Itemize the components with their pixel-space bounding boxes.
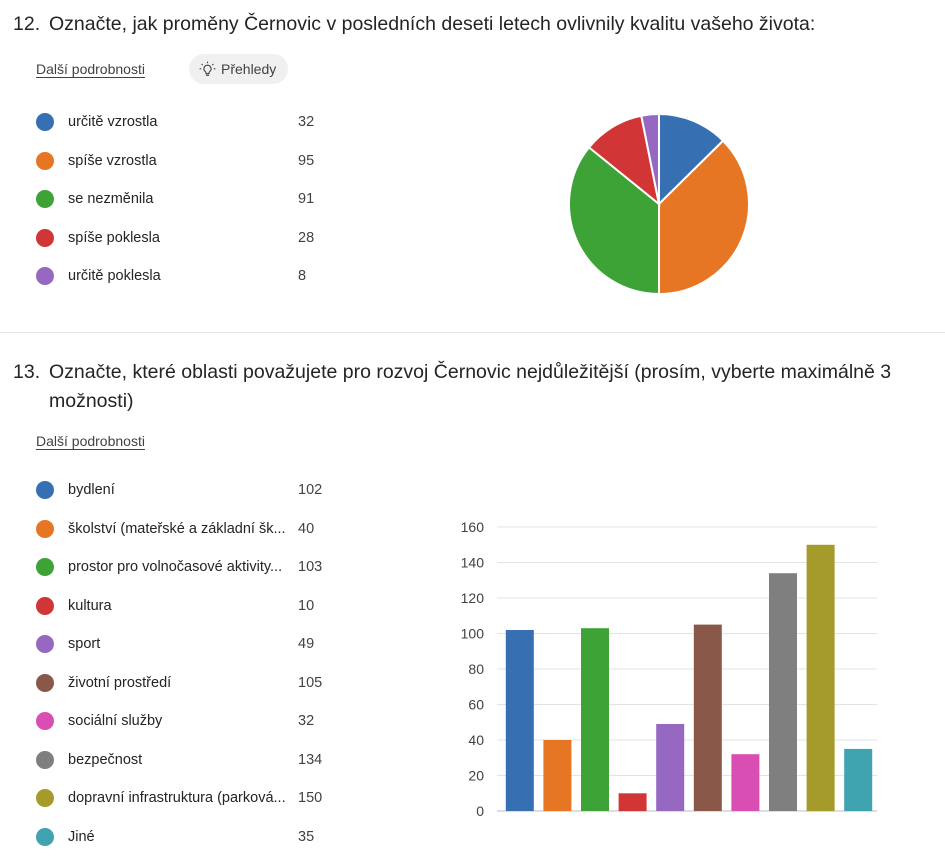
legend-label: určitě vzrostla bbox=[68, 114, 158, 130]
legend-color-swatch bbox=[36, 267, 54, 285]
legend-label: životní prostředí bbox=[68, 674, 172, 691]
y-tick-label: 0 bbox=[476, 803, 484, 819]
legend-label: sport bbox=[68, 636, 101, 652]
more-details-link[interactable]: Další podrobnosti bbox=[36, 61, 145, 77]
legend-count: 102 bbox=[298, 482, 323, 498]
legend-label: určitě poklesla bbox=[68, 268, 161, 284]
y-tick-label: 140 bbox=[461, 555, 485, 571]
pie-slice[interactable] bbox=[568, 145, 660, 296]
question-number: 13. bbox=[13, 361, 41, 383]
legend-label: bydlení bbox=[68, 482, 115, 498]
y-tick-label: 20 bbox=[468, 768, 484, 784]
bar[interactable] bbox=[731, 754, 760, 811]
y-tick-label: 160 bbox=[461, 519, 485, 535]
bar[interactable] bbox=[505, 630, 534, 811]
pie-slice[interactable] bbox=[640, 112, 660, 205]
legend-label: spíše poklesla bbox=[68, 229, 160, 246]
legend-count: 49 bbox=[298, 636, 315, 652]
legend-color-swatch bbox=[36, 596, 54, 615]
bar[interactable] bbox=[581, 628, 609, 811]
legend-color-swatch bbox=[36, 228, 54, 247]
legend-color-swatch bbox=[36, 481, 54, 499]
lightbulb-icon bbox=[199, 61, 216, 78]
legend-color-swatch bbox=[36, 519, 54, 538]
pie-slice[interactable] bbox=[658, 112, 725, 207]
legend-label: prostor pro volnočasové aktivity... bbox=[68, 559, 283, 575]
bar[interactable] bbox=[543, 740, 572, 811]
y-tick-label: 80 bbox=[468, 661, 484, 677]
legend-label: spíše vzrostla bbox=[68, 152, 157, 169]
q12-pie-chart bbox=[568, 112, 750, 296]
legend-count: 95 bbox=[298, 152, 315, 169]
y-tick-label: 120 bbox=[461, 590, 485, 606]
y-tick-label: 40 bbox=[468, 732, 484, 748]
legend-label: bezpečnost bbox=[68, 751, 143, 768]
legend-color-swatch bbox=[36, 789, 54, 807]
legend-count: 28 bbox=[298, 229, 315, 246]
legend-count: 91 bbox=[298, 191, 315, 207]
legend-label: Jiné bbox=[68, 828, 95, 845]
more-details-link[interactable]: Další podrobnosti bbox=[36, 433, 145, 449]
legend-count: 32 bbox=[298, 713, 315, 729]
legend-color-swatch bbox=[36, 635, 54, 653]
legend-count: 103 bbox=[298, 559, 323, 575]
bar[interactable] bbox=[844, 748, 873, 811]
legend-color-swatch bbox=[36, 558, 54, 576]
bar[interactable] bbox=[806, 544, 835, 812]
pie-slice[interactable] bbox=[658, 139, 750, 296]
legend-label: kultura bbox=[68, 597, 112, 614]
bar[interactable] bbox=[769, 573, 797, 811]
legend-color-swatch bbox=[36, 190, 54, 208]
legend-color-swatch bbox=[36, 673, 54, 692]
legend-color-swatch bbox=[36, 113, 54, 131]
bar[interactable] bbox=[693, 624, 722, 811]
question-number: 12. bbox=[13, 13, 41, 35]
legend-label: sociální služby bbox=[68, 713, 163, 729]
legend-color-swatch bbox=[36, 151, 54, 170]
legend-label: se nezměnila bbox=[68, 191, 154, 207]
bar[interactable] bbox=[618, 793, 647, 812]
legend-count: 105 bbox=[298, 674, 323, 691]
insights-button[interactable]: Přehledy bbox=[189, 54, 289, 84]
question-text: Označte, jak proměny Černovic v poslední… bbox=[49, 13, 816, 35]
legend-count: 35 bbox=[298, 828, 315, 845]
y-tick-label: 100 bbox=[461, 626, 485, 642]
question-text-line-1: Označte, které oblasti považujete pro ro… bbox=[49, 361, 892, 383]
legend-count: 150 bbox=[298, 790, 323, 806]
bar[interactable] bbox=[656, 724, 685, 811]
legend-label: dopravní infrastruktura (parková... bbox=[68, 790, 286, 806]
legend-label: školství (mateřské a základní šk... bbox=[68, 520, 286, 537]
legend-color-swatch bbox=[36, 712, 54, 730]
section-divider bbox=[0, 332, 945, 333]
q13-bar-chart: 0 20 40 60 80 100 120 140 160 bbox=[461, 519, 877, 819]
insights-button-label: Přehledy bbox=[221, 61, 277, 77]
question-12-title: 12. Označte, jak proměny Černovic v posle… bbox=[13, 10, 815, 39]
question-text-line-2: možnosti) bbox=[49, 390, 134, 412]
legend-count: 40 bbox=[298, 520, 315, 537]
y-tick-label: 60 bbox=[468, 697, 484, 713]
question-13-title: 13. Označte, které oblasti považujete pro… bbox=[13, 358, 891, 416]
legend-count: 134 bbox=[298, 751, 323, 768]
legend-count: 10 bbox=[298, 597, 315, 614]
legend-count: 8 bbox=[298, 268, 307, 284]
legend-color-swatch bbox=[36, 750, 54, 769]
legend-color-swatch bbox=[36, 827, 54, 846]
legend-count: 32 bbox=[298, 114, 315, 130]
